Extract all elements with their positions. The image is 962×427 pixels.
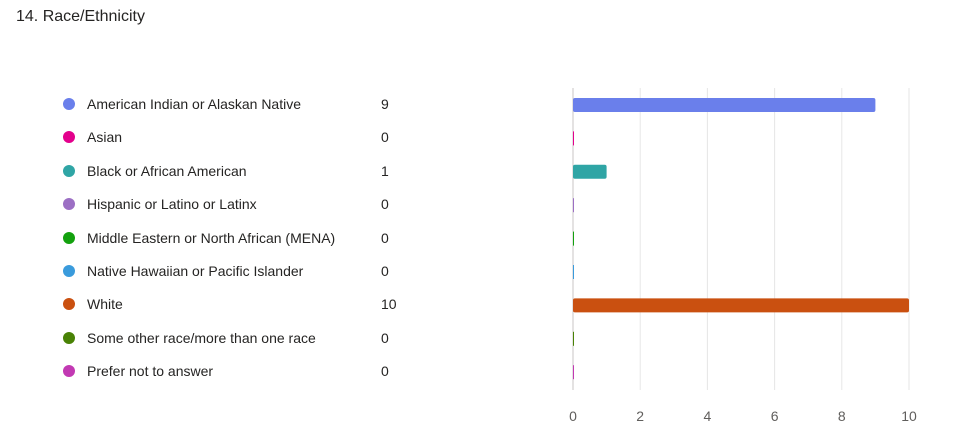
bar	[573, 131, 574, 146]
legend-item: Prefer not to answer 0	[63, 361, 389, 381]
legend-item: Black or African American 1	[63, 161, 389, 181]
legend-item: White 10	[63, 294, 397, 314]
bar	[573, 331, 574, 346]
legend-color-dot	[63, 198, 75, 211]
legend-label: Middle Eastern or North African (MENA)	[87, 229, 336, 246]
legend-label: American Indian or Alaskan Native	[87, 96, 301, 112]
legend-count: 0	[381, 363, 389, 380]
x-tick-label: 8	[838, 408, 846, 424]
legend-item: Middle Eastern or North African (MENA) 0	[63, 228, 389, 248]
legend-count: 0	[381, 196, 389, 213]
legend-item: Some other race/more than one race 0	[63, 328, 389, 348]
legend-item: Asian 0	[63, 127, 389, 147]
legend-label: White	[87, 296, 123, 313]
legend-count: 0	[381, 129, 389, 146]
legend-label: Black or African American	[87, 162, 247, 179]
legend-label: Some other race/more than one race	[87, 329, 316, 346]
legend-item: American Indian or Alaskan Native 9	[63, 94, 389, 114]
x-tick-label: 6	[771, 408, 779, 424]
bar	[573, 265, 574, 279]
legend-color-dot	[63, 298, 75, 311]
legend-count: 9	[381, 96, 389, 112]
bar	[573, 164, 607, 179]
bar	[573, 98, 876, 112]
legend-label: Hispanic or Latino or Latinx	[87, 196, 257, 213]
legend-count: 10	[381, 296, 397, 313]
legend-label: Native Hawaiian or Pacific Islander	[87, 263, 304, 279]
bar	[573, 298, 909, 313]
legend-color-dot	[63, 365, 75, 378]
legend-item: Hispanic or Latino or Latinx 0	[63, 194, 389, 214]
legend-color-dot	[63, 265, 75, 277]
bar	[573, 198, 574, 213]
legend-color-dot	[63, 98, 75, 110]
legend-label: Asian	[87, 129, 123, 146]
x-tick-label: 4	[704, 408, 712, 424]
x-tick-label: 2	[636, 408, 644, 424]
legend-color-dot	[63, 331, 75, 344]
x-tick-label: 0	[569, 408, 577, 424]
x-tick-label: 10	[901, 408, 917, 424]
bar	[573, 231, 574, 246]
legend-item: Native Hawaiian or Pacific Islander 0	[63, 261, 389, 281]
legend-color-dot	[63, 164, 75, 177]
legend-count: 1	[381, 162, 389, 179]
legend-color-dot	[63, 131, 75, 144]
legend-label: Prefer not to answer	[87, 363, 214, 380]
bar	[573, 365, 574, 380]
legend-count: 0	[381, 263, 389, 279]
question-title: 14. Race/Ethnicity	[16, 8, 145, 25]
legend-count: 0	[381, 229, 389, 246]
legend-count: 0	[381, 329, 389, 346]
legend-color-dot	[63, 231, 75, 244]
